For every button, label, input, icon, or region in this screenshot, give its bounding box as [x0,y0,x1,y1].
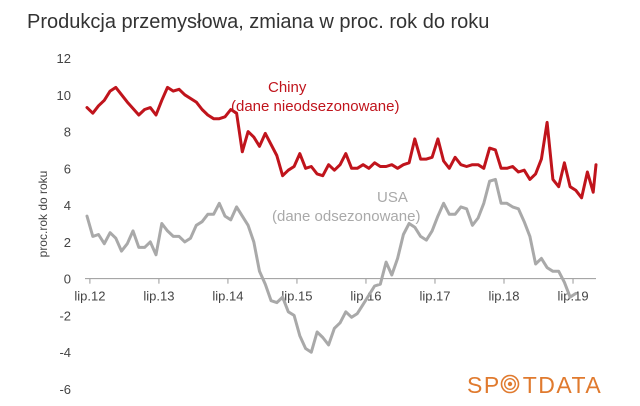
y-tick-label: 6 [64,161,71,176]
y-tick-labels: -6 -4 -2 0 2 4 6 8 10 12 [57,51,71,397]
spotdata-logo: SP TDATA [467,372,602,398]
x-tick-label: lip.15 [281,289,312,304]
annotation-usa-note: (dane odsezonowane) [272,208,420,225]
y-tick-label: -6 [59,382,71,397]
y-tick-label: 2 [64,235,71,250]
y-tick-label: 8 [64,125,71,140]
x-tick-label: lip.12 [74,289,105,304]
y-tick-label: 4 [64,198,71,213]
x-tick-label: lip.13 [143,289,174,304]
annotation-usa: USA [377,189,408,206]
series-line-chiny [85,85,598,200]
y-tick-label: 0 [64,272,71,287]
spot-target-icon [500,374,520,394]
y-tick-label: 12 [57,51,71,66]
y-tick-label: -4 [59,345,71,360]
series-layer [85,85,598,354]
y-tick-label: -2 [59,308,71,323]
x-tick-label: lip.17 [419,289,450,304]
x-tick-label: lip.18 [488,289,519,304]
logo-text-start: SP [467,372,501,398]
y-tick-label: 10 [57,88,71,103]
logo-text-end: TDATA [523,372,602,398]
y-axis-label: proc.rok do roku [36,171,50,258]
chart-title: Produkcja przemysłowa, zmiana w proc. ro… [27,11,489,33]
x-tick-label: lip.14 [212,289,243,304]
annotation-chiny: Chiny [268,79,307,96]
x-tick-labels: lip.12 lip.13 lip.14 lip.15 lip.16 lip.17 lip.… [74,278,589,304]
x-tick-label: lip.16 [350,289,381,304]
series-line-usa [85,177,578,354]
annotation-chiny-note: (dane nieodsezonowane) [231,98,399,115]
